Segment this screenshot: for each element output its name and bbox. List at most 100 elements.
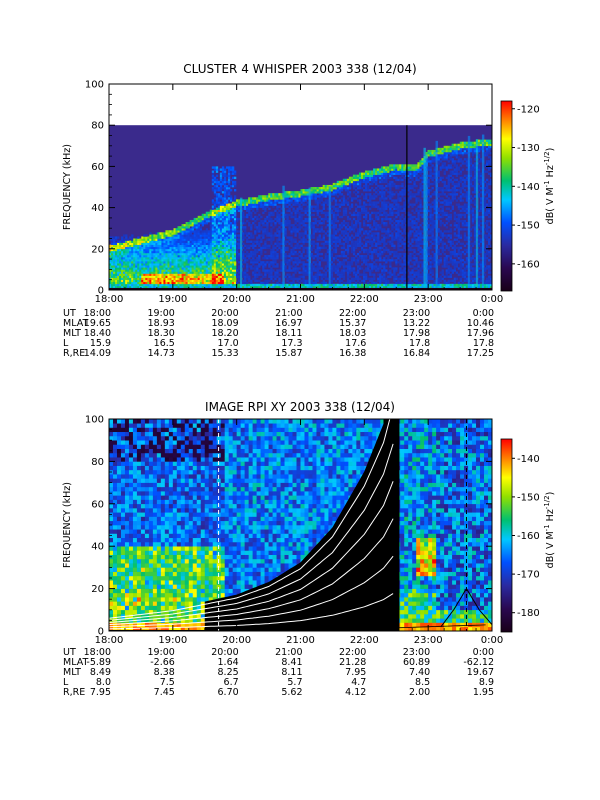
spectrogram-cell	[262, 281, 265, 285]
spectrogram-cell	[167, 277, 170, 280]
spectrogram-cell	[117, 285, 120, 289]
spectrogram-cell	[215, 168, 219, 171]
spectrogram-cell	[344, 240, 348, 243]
spectrogram-cell	[159, 261, 162, 264]
spectrogram-cell	[177, 277, 180, 280]
spectrogram-cell	[189, 242, 192, 245]
spectrogram-cell	[320, 259, 323, 262]
spectrogram-cell	[173, 259, 176, 262]
spectrogram-cell	[324, 226, 328, 229]
spectrogram-cell	[189, 265, 192, 268]
spectrogram-cell	[145, 265, 148, 268]
spectrogram-cell	[316, 228, 319, 231]
spectrogram-cell	[330, 199, 334, 202]
spectrogram-cell	[185, 250, 188, 254]
spectrogram-cell	[151, 259, 154, 262]
spectrogram-cell	[137, 275, 140, 278]
spectrogram-cell	[131, 265, 134, 268]
spectrogram-cell	[252, 199, 255, 202]
spectrogram-cell	[173, 236, 176, 239]
spectrogram-cell	[193, 281, 196, 285]
spectrogram-cell	[145, 250, 148, 254]
spectrogram-cell	[290, 199, 293, 202]
spectrogram-cell	[266, 205, 269, 208]
spectrogram-cell	[389, 285, 392, 289]
spectrogram-cell	[211, 265, 215, 268]
spectrogram-cell	[300, 219, 303, 223]
spectrogram-cell	[403, 219, 406, 223]
spectrogram-cell	[137, 248, 140, 252]
spectrogram-cell	[302, 248, 305, 252]
spectrogram-cell	[171, 277, 174, 280]
spectrogram-cell	[141, 240, 144, 243]
spectrogram-cell	[332, 230, 336, 233]
spectrogram-cell	[371, 226, 374, 229]
spectrogram-cell	[395, 254, 398, 258]
spectrogram-cell	[379, 213, 382, 217]
spectrogram-cell	[157, 254, 160, 258]
spectrogram-cell	[203, 250, 207, 254]
spectrogram-cell	[195, 244, 198, 248]
spectrogram-cell	[213, 213, 217, 217]
spectrogram-cell	[217, 271, 221, 274]
spectrogram-cell	[238, 199, 241, 202]
spectrogram-cell	[211, 213, 215, 217]
spectrogram-cell	[399, 285, 402, 289]
spectrogram-cell	[379, 248, 382, 252]
spectrogram-cell	[213, 197, 217, 200]
spectrogram-cell	[397, 197, 400, 200]
spectrogram-cell	[185, 285, 188, 289]
spectrogram-cell	[207, 271, 211, 274]
spectrogram-cell	[318, 252, 321, 256]
spectrogram-cell	[177, 267, 180, 270]
spectrogram-cell	[314, 195, 317, 198]
spectrogram-cell	[304, 195, 307, 198]
spectrogram-cell	[113, 271, 116, 274]
spectrogram-cell	[395, 187, 398, 190]
spectrogram-cell	[219, 180, 223, 184]
spectrogram-cell	[270, 199, 273, 202]
spectrogram-cell	[314, 189, 317, 192]
spectrogram-cell	[119, 252, 122, 256]
spectrogram-cell	[113, 238, 116, 241]
spectrogram-cell	[360, 176, 364, 180]
spectrogram-cell	[135, 263, 138, 266]
spectrogram-cell	[254, 250, 257, 254]
spectrogram-cell	[147, 269, 150, 272]
spectrogram-cell	[367, 219, 370, 223]
spectrogram-cell	[238, 234, 241, 237]
spectrogram-cell	[225, 234, 229, 237]
spectrogram-cell	[153, 285, 156, 289]
spectrogram-cell	[352, 197, 356, 200]
spectrogram-cell	[254, 254, 257, 258]
spectrogram-cell	[336, 230, 340, 233]
spectrogram-cell	[147, 244, 150, 248]
spectrogram-cell	[115, 238, 118, 241]
spectrogram-cell	[326, 211, 330, 215]
spectrogram-cell	[179, 261, 182, 264]
spectrogram-cell	[171, 232, 174, 235]
spectrogram-cell	[167, 281, 170, 285]
spectrogram-cell	[219, 195, 223, 198]
spectrogram-cell	[242, 222, 245, 225]
spectrogram-cell	[330, 252, 334, 256]
spectrogram-cell	[219, 263, 223, 266]
spectrogram-cell	[225, 207, 229, 210]
spectrogram-cell	[195, 277, 198, 280]
spectrogram-cell	[205, 242, 209, 245]
spectrogram-cell	[143, 281, 146, 285]
spectrogram-cell	[233, 228, 237, 231]
spectrogram-cell	[133, 285, 136, 289]
spectrogram-cell	[221, 285, 225, 289]
spectrogram-cell	[137, 263, 140, 266]
spectrogram-cell	[383, 166, 386, 169]
spectrogram-cell	[187, 226, 190, 229]
spectrogram-cell	[231, 217, 235, 221]
spectrogram-cell	[254, 271, 257, 274]
spectrogram-cell	[391, 172, 394, 175]
spectrogram-cell	[229, 222, 233, 225]
spectrogram-cell	[213, 230, 217, 233]
spectrogram-cell	[276, 213, 279, 217]
spectrogram-cell	[215, 195, 219, 198]
spectrogram-cell	[340, 232, 344, 235]
